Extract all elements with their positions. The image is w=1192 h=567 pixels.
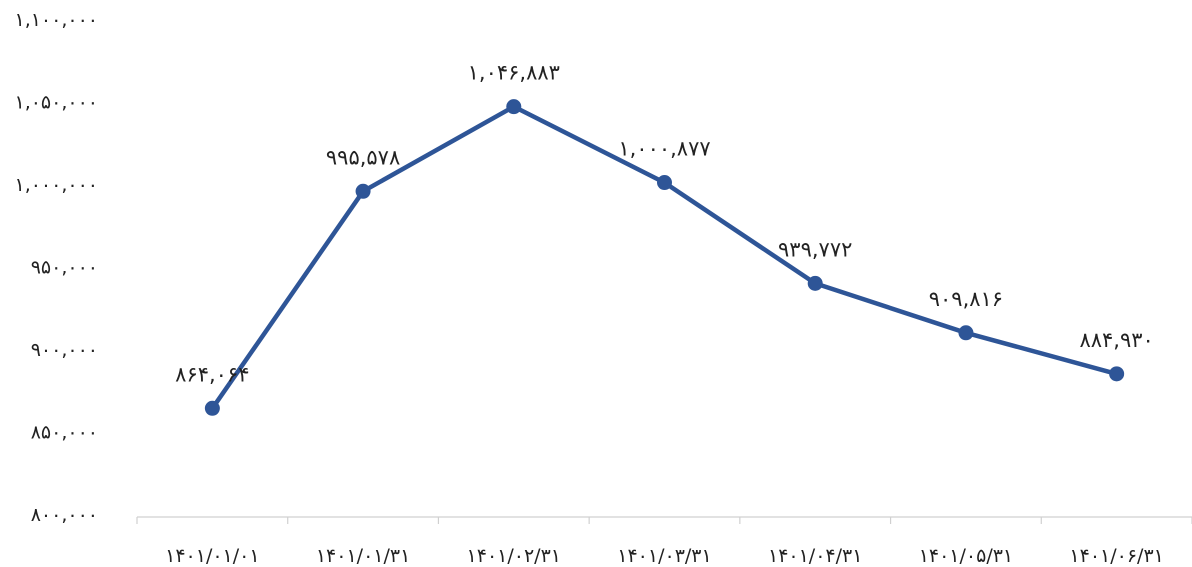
data-label: ۹۹۵,۵۷۸ bbox=[326, 145, 400, 169]
data-point bbox=[958, 325, 974, 341]
data-point bbox=[807, 275, 823, 291]
y-tick-label: ۱,۱۰۰,۰۰۰ bbox=[14, 9, 98, 31]
x-tick-label: ۱۴۰۱/۰۲/۳۱ bbox=[467, 545, 561, 567]
x-tick-label: ۱۴۰۱/۰۱/۰۱ bbox=[165, 545, 259, 567]
y-tick-label: ۹۵۰,۰۰۰ bbox=[31, 257, 98, 279]
y-tick-label: ۱,۰۰۰,۰۰۰ bbox=[14, 174, 98, 196]
data-label: ۱,۰۴۶,۸۸۳ bbox=[468, 61, 560, 85]
data-label: ۹۰۹,۸۱۶ bbox=[929, 287, 1003, 311]
y-tick-label: ۸۰۰,۰۰۰ bbox=[31, 504, 98, 526]
data-label: ۸۸۴,۹۳۰ bbox=[1079, 328, 1153, 352]
y-tick-label: ۹۰۰,۰۰۰ bbox=[31, 339, 98, 361]
data-label: ۸۶۴,۰۶۴ bbox=[175, 362, 249, 386]
data-point bbox=[1109, 366, 1125, 382]
x-tick-label: ۱۴۰۱/۰۳/۳۱ bbox=[617, 545, 711, 567]
y-tick-label: ۸۵۰,۰۰۰ bbox=[31, 422, 98, 444]
data-point bbox=[657, 175, 672, 191]
y-tick-label: ۱,۰۵۰,۰۰۰ bbox=[14, 92, 98, 114]
x-axis: ۱۴۰۱/۰۱/۰۱ ۱۴۰۱/۰۱/۳۱ ۱۴۰۱/۰۲/۳۱ ۱۴۰۱/۰۳/۳۱… bbox=[136, 516, 1192, 567]
y-axis-tick-labels: ۸۰۰,۰۰۰ ۸۵۰,۰۰۰ ۹۰۰,۰۰۰ ۹۵۰,۰۰۰ ۱,۰۰۰,۰۰۰ ۱,۰… bbox=[14, 9, 98, 526]
data-labels: ۸۶۴,۰۶۴ ۹۹۵,۵۷۸ ۱,۰۴۶,۸۸۳ ۱,۰۰۰,۸۷۷ ۹۳۹,۷۷۲ ۹… bbox=[175, 61, 1154, 387]
x-tick-label: ۱۴۰۱/۰۴/۳۱ bbox=[768, 545, 862, 567]
data-point bbox=[204, 400, 220, 416]
x-tick-label: ۱۴۰۱/۰۵/۳۱ bbox=[919, 545, 1013, 567]
series-line-group bbox=[204, 99, 1125, 416]
x-tick-label: ۱۴۰۱/۰۶/۳۱ bbox=[1069, 545, 1163, 567]
data-label: ۹۳۹,۷۷۲ bbox=[778, 237, 852, 261]
x-tick-label: ۱۴۰۱/۰۱/۳۱ bbox=[316, 545, 410, 567]
data-point bbox=[506, 99, 522, 115]
data-label: ۱,۰۰۰,۸۷۷ bbox=[618, 137, 710, 161]
data-point bbox=[355, 183, 371, 199]
